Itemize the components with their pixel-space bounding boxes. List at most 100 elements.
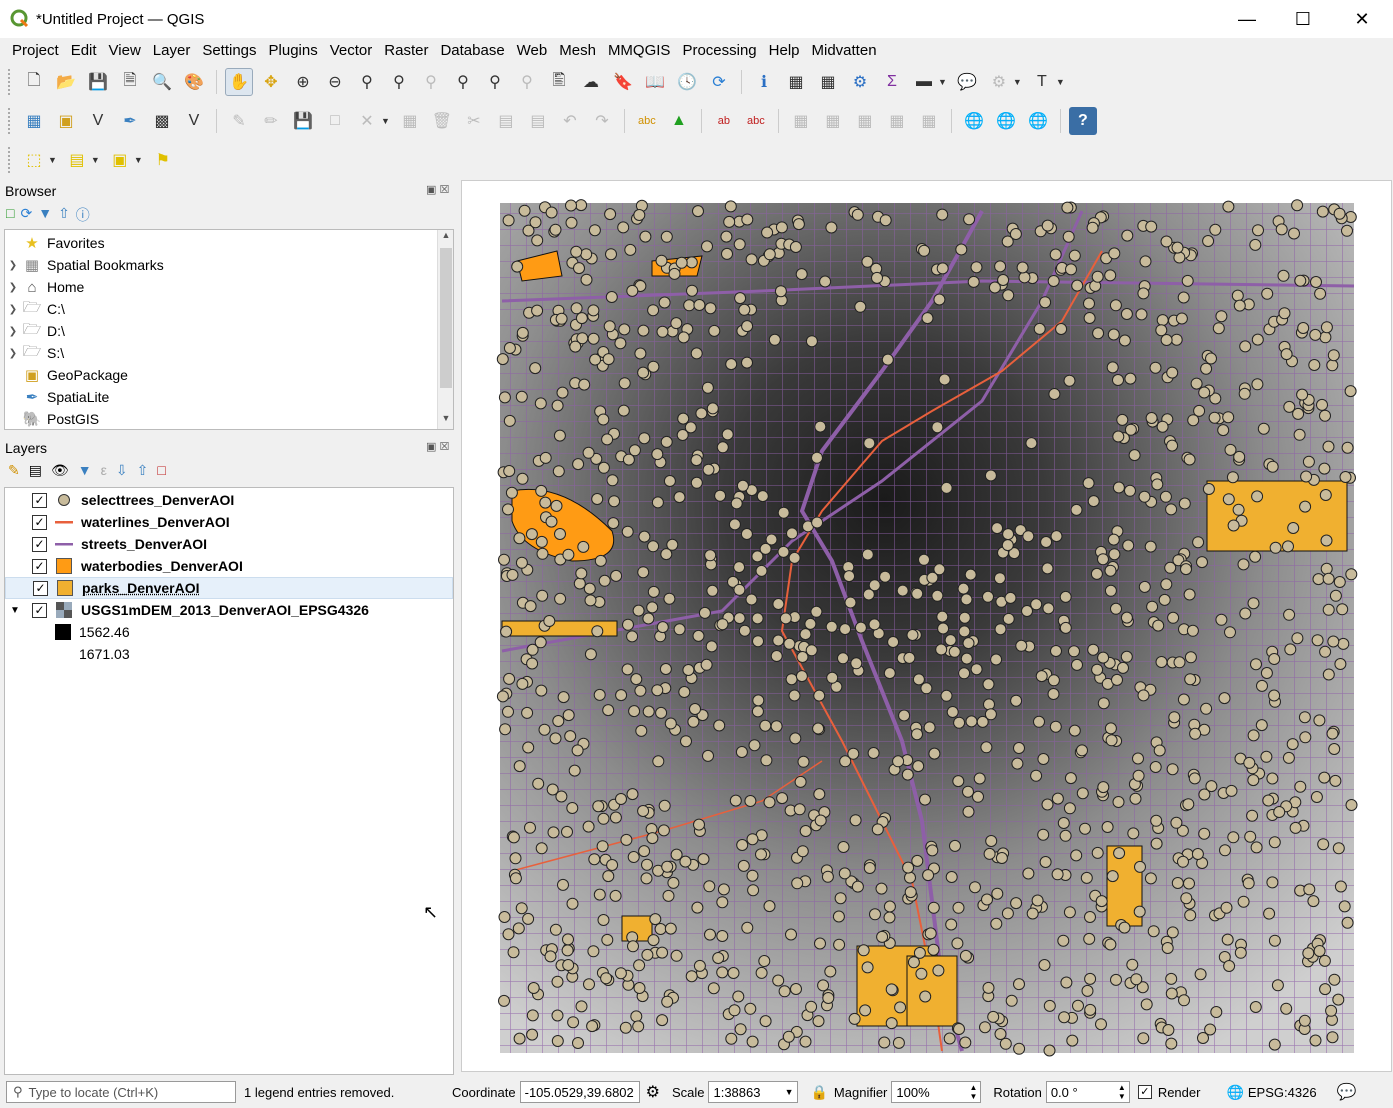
layer-labeling-icon[interactable]: ab	[717, 115, 731, 127]
browser-item[interactable]: ✒ SpatiaLite	[5, 386, 453, 408]
select-by-value-icon[interactable]: ▤	[69, 152, 85, 169]
map-render[interactable]	[462, 181, 1393, 1073]
browser-item[interactable]: ▣ GeoPackage	[5, 364, 453, 386]
magnifier-spinbox[interactable]: 100% ▲ ▼	[891, 1081, 982, 1103]
attribute-table-icon[interactable]: ▦	[788, 74, 804, 91]
expand-arrow-icon[interactable]: ❯	[8, 303, 18, 315]
toggle-editing-icon[interactable]: ✏	[264, 113, 278, 130]
expand-arrow-icon[interactable]: ❯	[8, 325, 18, 337]
current-edits-icon[interactable]: ✎	[232, 113, 246, 130]
delete-selected-icon[interactable]: 🗑	[431, 113, 453, 130]
layers-tree[interactable]: ✓ selecttrees_DenverAOI ✓ waterlines_Denver…	[4, 487, 454, 1075]
toolbar-grip[interactable]	[8, 108, 12, 134]
scroll-down-icon[interactable]: ▼	[441, 413, 451, 423]
map-tips-icon[interactable]: 💬	[956, 74, 977, 91]
layer-visibility-checkbox[interactable]: ✓	[33, 580, 48, 596]
processing-toolbox-icon[interactable]: ⚙	[852, 74, 868, 91]
layer-visibility-checkbox[interactable]: ✓	[32, 558, 47, 574]
menu-settings[interactable]: Settings	[202, 41, 257, 59]
zoom-out-icon[interactable]: ⊖	[328, 74, 342, 91]
zoom-last-icon[interactable]: ⚲	[489, 74, 501, 91]
menu-vector[interactable]: Vector	[329, 41, 373, 59]
identify-features-icon[interactable]: ℹ	[760, 74, 768, 91]
statistical-summary-icon[interactable]: Σ	[887, 73, 897, 90]
field-calculator-icon[interactable]: ▦	[820, 74, 836, 91]
add-feature-icon[interactable]: □	[330, 112, 340, 129]
menu-mesh[interactable]: Mesh	[559, 41, 596, 59]
render-checkbox[interactable]: ✓	[1137, 1085, 1152, 1099]
rotate-label-icon[interactable]: ▦	[889, 113, 905, 130]
layer-item[interactable]: ✓ waterbodies_DenverAOI	[5, 555, 453, 577]
modify-attributes-icon[interactable]: ▦	[402, 113, 418, 130]
new-shapefile-layer-icon[interactable]: V	[92, 112, 104, 129]
scale-dropdown-icon[interactable]: ▼	[784, 1087, 794, 1097]
measure-dropdown-icon[interactable]: ▼	[938, 77, 947, 87]
new-temporary-layer-icon[interactable]: V	[188, 112, 200, 129]
collapse-arrow-icon[interactable]: ▼	[10, 604, 20, 616]
collapse-all-icon[interactable]: ⇧	[136, 462, 149, 478]
change-label-icon[interactable]: ▦	[921, 113, 937, 130]
redo-icon[interactable]: ↷	[595, 113, 609, 130]
crs-globe-icon[interactable]: 🌐	[1226, 1083, 1244, 1100]
data-source-manager-icon[interactable]: ▦	[26, 113, 42, 130]
pin-labels-icon[interactable]: abc	[747, 115, 765, 127]
map-canvas[interactable]	[461, 180, 1392, 1072]
spin-arrows-icon[interactable]: ▲ ▼	[1117, 1083, 1126, 1101]
diagram-properties-icon[interactable]: ▲	[671, 112, 687, 129]
lock-scale-icon[interactable]: 🔒	[810, 1083, 828, 1100]
zoom-full-icon[interactable]: ⚲	[361, 74, 373, 91]
copy-features-icon[interactable]: ▤	[498, 113, 514, 130]
new-print-layout-icon[interactable]: 🗎	[123, 71, 137, 89]
annotation-dropdown-icon[interactable]: ▼	[1055, 77, 1065, 87]
pan-map-icon[interactable]: ✋	[225, 68, 253, 96]
new-geopackage-layer-icon[interactable]: ▣	[58, 113, 74, 130]
quickmapservices-icon[interactable]: 🌐	[1027, 113, 1048, 130]
menu-database[interactable]: Database	[440, 41, 505, 59]
layer-visibility-checkbox[interactable]: ✓	[32, 514, 47, 530]
save-edits-icon[interactable]: 💾	[293, 113, 313, 130]
zoom-to-layer-icon[interactable]: ⚲	[425, 74, 437, 91]
new-map-view-icon[interactable]: 🖺	[552, 71, 566, 89]
messages-icon[interactable]: 💬	[1336, 1084, 1357, 1101]
refresh-icon[interactable]: ⟳	[20, 205, 33, 221]
zoom-native-icon[interactable]: ⚲	[457, 74, 469, 91]
open-styling-icon[interactable]: ✎	[8, 462, 20, 478]
new-project-icon[interactable]: 🗋	[27, 71, 41, 89]
layer-visibility-checkbox[interactable]: ✓	[32, 492, 47, 508]
zoom-to-selection-icon[interactable]: ⚲	[393, 74, 405, 91]
metasearch-icon[interactable]: 🌐	[963, 113, 984, 130]
cut-features-icon[interactable]: ✂	[467, 113, 481, 130]
style-manager-icon[interactable]: 🎨	[184, 74, 204, 91]
expand-arrow-icon[interactable]: ❯	[8, 259, 18, 271]
browser-panel-controls[interactable]: ▣ ☒	[426, 184, 450, 196]
new-bookmark-icon[interactable]: 🔖	[613, 74, 633, 91]
layer-item[interactable]: ✓ parks_DenverAOI	[5, 577, 453, 599]
paste-features-icon[interactable]: ▤	[530, 113, 546, 130]
vertex-dropdown-icon[interactable]: ▼	[381, 116, 390, 126]
layers-panel-controls[interactable]: ▣ ☒	[426, 441, 450, 453]
select-features-dropdown-icon[interactable]: ▼	[48, 155, 57, 165]
save-project-icon[interactable]: 💾	[88, 74, 108, 91]
toggle-extents-icon[interactable]: ⚙	[645, 1084, 660, 1101]
add-group-icon[interactable]: ▤	[28, 462, 42, 478]
filter-legend-icon[interactable]: ▼	[77, 462, 92, 478]
remove-layer-icon[interactable]: □	[157, 462, 166, 478]
scroll-up-icon[interactable]: ▲	[441, 230, 451, 240]
layer-item[interactable]: ✓ waterlines_DenverAOI	[5, 511, 453, 533]
refresh-icon[interactable]: ⟳	[712, 74, 726, 91]
new-virtual-layer-icon[interactable]: ▩	[154, 113, 170, 130]
menu-project[interactable]: Project	[12, 41, 59, 59]
zoom-next-icon[interactable]: ⚲	[521, 74, 533, 91]
open-project-icon[interactable]: 📂	[56, 74, 76, 91]
show-hide-labels-icon[interactable]: ▦	[825, 113, 841, 130]
metasearch-results-icon[interactable]: 🌐	[995, 113, 1016, 130]
deselect-features-icon[interactable]: ▣	[112, 152, 128, 169]
menu-web[interactable]: Web	[516, 41, 548, 59]
scale-combo[interactable]: 1:38863 ▼	[708, 1081, 799, 1103]
scrollbar-thumb[interactable]	[440, 248, 452, 388]
crs-label[interactable]: EPSG:4326	[1247, 1084, 1317, 1100]
expand-all-icon[interactable]: ⇩	[115, 462, 128, 478]
add-selected-layers-icon[interactable]: □	[6, 205, 15, 221]
close-button[interactable]: ✕	[1354, 8, 1370, 29]
help-contents-icon[interactable]: ?	[1068, 107, 1097, 135]
